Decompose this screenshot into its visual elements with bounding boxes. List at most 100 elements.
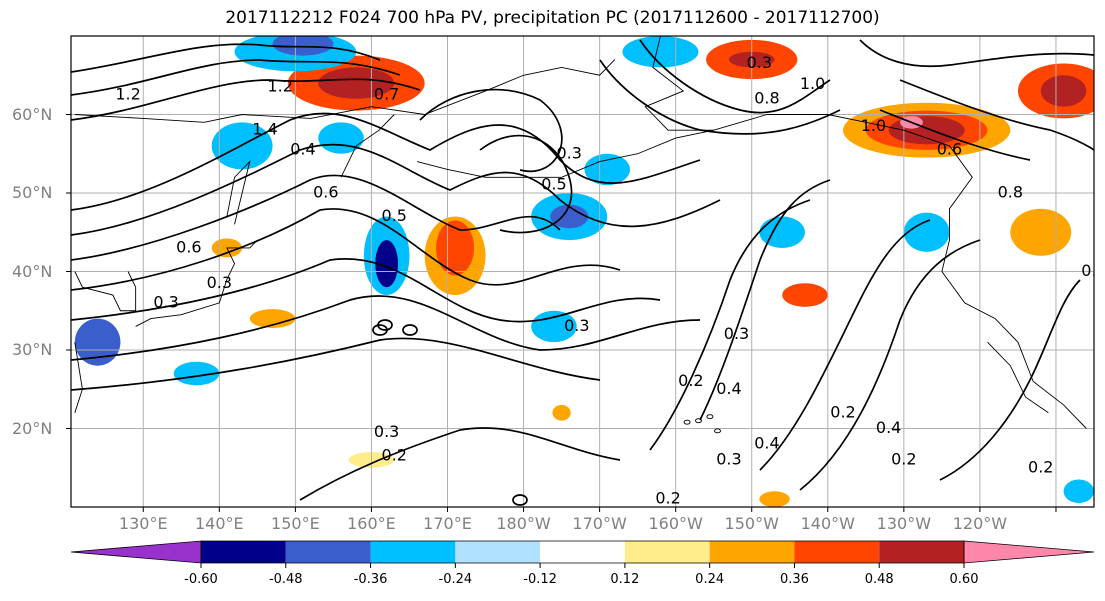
precip-anomaly-patch	[531, 310, 577, 343]
coastline	[226, 160, 251, 225]
lon-label: 160°E	[347, 514, 396, 533]
colorbar-segment	[455, 541, 541, 563]
contour-label: 0.8	[998, 183, 1023, 202]
contour-label: 0.4	[716, 379, 741, 398]
lat-label: 40°N	[12, 261, 53, 281]
contour-label: 0.6	[176, 237, 201, 256]
hawaii-island	[706, 414, 714, 420]
contour-label: 0.3	[716, 449, 741, 468]
hawaii-island	[683, 419, 691, 425]
colorbar	[70, 540, 1095, 568]
colorbar-tick-label: 0.48	[864, 572, 894, 587]
contour-label: 0.2	[1028, 457, 1053, 476]
contour-label: 0.2	[678, 371, 703, 390]
pv-contour-closed	[377, 319, 393, 331]
pv-contour-line	[859, 39, 1094, 68]
contour-label: 0.7	[374, 84, 399, 103]
lat-label: 60°N	[12, 104, 53, 124]
colorbar-segment	[709, 541, 795, 563]
precip-anomaly-patch	[173, 361, 220, 386]
contour-label: 1.0	[800, 74, 825, 93]
precip-anomaly-patch	[318, 67, 395, 99]
coastline	[987, 341, 1049, 414]
colorbar-tick-label: -0.24	[438, 572, 473, 587]
precip-anomaly-patch	[903, 212, 950, 252]
colorbar-tick-label: -0.48	[268, 572, 303, 587]
precip-anomaly-patch	[1063, 479, 1094, 504]
contour-label: 0.4	[754, 434, 779, 453]
pv-contour-closed	[512, 494, 528, 506]
pv-contour-line	[71, 143, 721, 236]
contour-label: 0.3	[207, 273, 232, 292]
lon-label: 130°E	[118, 514, 168, 533]
colorbar-extend-max	[963, 540, 1095, 564]
lat-label: 20°N	[12, 418, 53, 438]
colorbar-segment	[879, 541, 964, 563]
colorbar-segment	[370, 541, 456, 563]
pv-contour-line	[799, 239, 981, 491]
graticule-grid	[71, 36, 1094, 507]
precip-anomaly-patch	[759, 216, 805, 248]
precip-anomaly-patch	[759, 491, 790, 507]
contour-label: 1.0	[861, 116, 886, 135]
lon-label: 140°W	[800, 514, 855, 533]
lon-label: 150°W	[724, 514, 779, 533]
hawaii-island	[695, 418, 702, 424]
precip-anomaly-patch	[1010, 208, 1072, 256]
colorbar-tick-label: -0.60	[184, 572, 218, 587]
coastline	[340, 114, 395, 178]
coastline	[416, 129, 714, 178]
contour-label: 0.2	[891, 449, 916, 468]
lat-label: 50°N	[12, 183, 53, 202]
pv-contour-line	[71, 337, 601, 391]
colorbar-tick-label: -0.12	[523, 572, 557, 587]
lon-label: 180°W	[496, 514, 551, 533]
precip-anomaly-patch	[1102, 248, 1105, 295]
pv-contour-closed	[402, 324, 418, 336]
coastline	[74, 271, 137, 312]
colorbar-segment	[201, 541, 286, 563]
colorbar-extend-min	[70, 540, 202, 564]
precip-anomaly-patch	[552, 404, 571, 421]
precip-anomaly-patch	[782, 283, 828, 307]
pv-contour-line	[71, 174, 561, 261]
pv-contour-line	[649, 199, 811, 451]
pv-contour-line	[759, 219, 931, 471]
precip-anomaly-patch	[622, 36, 699, 68]
precip-anomaly-patch	[375, 240, 399, 288]
pv-contour-line	[71, 258, 661, 323]
contour-label: 1.2	[267, 77, 292, 96]
contour-label: 0.3	[153, 292, 178, 311]
precip-anomaly-patch	[436, 220, 475, 276]
pv-contour-line	[71, 112, 701, 211]
precip-anomaly-fills	[74, 36, 1105, 507]
precip-anomaly-patch	[272, 36, 334, 56]
pv-contour-line	[419, 88, 563, 173]
colorbar-segment	[624, 541, 710, 563]
pv-contour-line	[939, 279, 1081, 481]
contour-label: 0.2	[830, 402, 855, 421]
colorbar-tick-label: 0.24	[695, 572, 725, 587]
precip-anomaly-patch	[318, 122, 364, 154]
pv-contour-line	[71, 78, 421, 121]
pv-contours	[71, 39, 1094, 506]
colorbar-segment	[794, 541, 880, 563]
pv-contour-line	[899, 79, 1094, 151]
precip-anomaly-patch	[249, 309, 296, 329]
pv-contour-line	[71, 43, 381, 73]
contour-label: 0.6	[313, 183, 338, 202]
contour-label: 0.4	[876, 418, 901, 437]
contour-label: 0.2	[382, 445, 407, 464]
contour-label: 0.3	[747, 53, 772, 72]
precip-anomaly-patch	[550, 204, 589, 229]
contour-label: 0.5	[541, 175, 566, 194]
lon-label: 140°E	[194, 514, 244, 533]
hawaii-island	[714, 428, 721, 434]
pv-contour-line	[699, 179, 831, 421]
pv-contour-line	[71, 295, 701, 361]
axis-ticks	[66, 114, 1057, 512]
contour-label: 0.6	[937, 139, 962, 158]
lon-label: 170°E	[423, 514, 472, 533]
colorbar-tick-label: 0.60	[949, 572, 979, 587]
